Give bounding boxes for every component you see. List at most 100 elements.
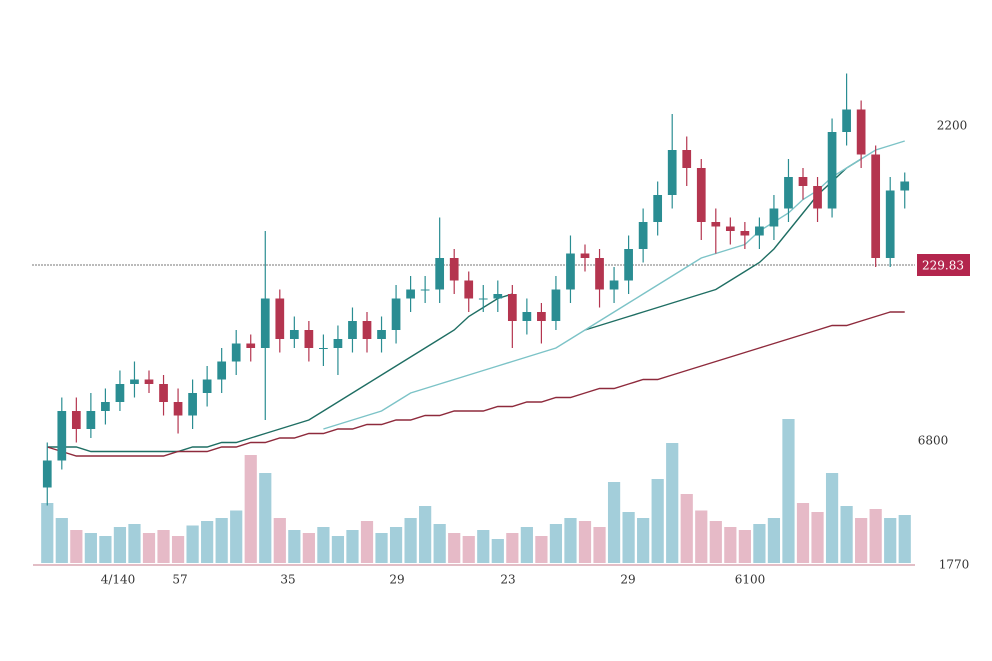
- candle-body: [667, 150, 677, 195]
- volume-bar: [201, 521, 214, 563]
- candle-body: [827, 132, 837, 209]
- volume-bar: [128, 524, 141, 563]
- candle-body: [86, 411, 96, 429]
- volume-bar: [491, 539, 504, 563]
- volume-bar: [782, 419, 795, 563]
- volume-bar: [84, 533, 97, 563]
- volume-bar: [520, 527, 533, 563]
- candle-body: [260, 298, 270, 348]
- candle-body: [319, 348, 328, 349]
- volume-bar: [622, 512, 635, 563]
- candle-body: [885, 190, 895, 258]
- volume-bar: [288, 530, 301, 563]
- candle-body: [871, 154, 881, 258]
- candle-body: [246, 343, 256, 348]
- volume-bar: [506, 533, 519, 563]
- volume-bar: [157, 530, 170, 563]
- volume-bar: [811, 512, 824, 563]
- price-tag: 229.83: [922, 259, 964, 273]
- volume-bar: [564, 518, 577, 563]
- candle-body: [856, 109, 866, 155]
- candle-body: [580, 253, 590, 258]
- volume-bar: [724, 527, 737, 563]
- volume-bar: [462, 536, 475, 563]
- volume-bar: [302, 533, 315, 563]
- volume-bar: [855, 518, 868, 563]
- candle-body: [159, 384, 168, 402]
- volume-bar: [331, 536, 345, 563]
- volume-bar: [273, 518, 286, 563]
- candle-body: [740, 231, 750, 236]
- candle-body: [435, 258, 445, 290]
- volume-bar: [578, 521, 592, 563]
- moving-average: [47, 293, 513, 453]
- candle-body: [406, 289, 415, 299]
- volume-bar: [346, 530, 359, 563]
- candle-body: [682, 150, 692, 168]
- candle-body: [464, 280, 474, 299]
- candle-body: [420, 289, 430, 291]
- price-tag-box: [917, 254, 970, 276]
- candle-body: [217, 361, 227, 380]
- candle-body: [653, 195, 663, 222]
- candle-body: [769, 208, 779, 227]
- candle-body: [362, 321, 372, 339]
- candle-body: [202, 379, 212, 393]
- volume-bar: [637, 518, 650, 563]
- volume-bar: [230, 510, 243, 563]
- volume-bar: [753, 524, 766, 563]
- candle-body: [304, 330, 314, 348]
- candle-body: [566, 253, 575, 290]
- volume-bar: [171, 536, 185, 563]
- axis-label: 1770: [939, 558, 970, 572]
- x-tick-label: 4/140: [101, 573, 136, 587]
- candle-body: [711, 222, 721, 227]
- candle-body: [493, 294, 503, 299]
- volume-bar: [869, 509, 882, 563]
- candle-body: [900, 181, 910, 191]
- volume-bar: [389, 527, 403, 563]
- volume-bar: [607, 482, 621, 563]
- candle-body: [173, 402, 183, 416]
- candle-body: [609, 280, 619, 290]
- candle-body: [333, 339, 343, 348]
- volume-bar: [840, 506, 853, 563]
- candle-body: [57, 411, 67, 461]
- volume-bar: [884, 518, 897, 563]
- x-tick-label: 23: [500, 573, 515, 587]
- candle-body: [784, 177, 793, 209]
- volume-bar: [593, 527, 606, 563]
- moving-average: [47, 311, 905, 457]
- volume-bar: [535, 536, 548, 563]
- volume-bar: [448, 533, 461, 563]
- candle-body: [101, 402, 110, 411]
- candle-body: [551, 289, 561, 321]
- volume-bar: [317, 527, 330, 563]
- candle-body: [696, 168, 706, 222]
- candle-body: [537, 312, 546, 321]
- volume-bar: [186, 525, 199, 563]
- x-tick-label: 57: [172, 573, 187, 587]
- volume-bar: [433, 524, 446, 563]
- volume-bar: [738, 530, 751, 563]
- moving-average: [323, 140, 905, 430]
- axis-label: 2200: [937, 119, 968, 133]
- volume-bar: [695, 510, 708, 563]
- candle-body: [624, 249, 633, 281]
- candle-body: [130, 379, 139, 384]
- candle-body: [449, 258, 459, 281]
- volume-bar: [549, 524, 563, 563]
- candle-body: [275, 298, 285, 339]
- volume-bar: [898, 515, 911, 563]
- x-tick-label: 29: [620, 573, 635, 587]
- candle-body: [725, 226, 735, 231]
- candle-body: [289, 330, 299, 339]
- candle-body: [71, 411, 81, 429]
- volume-bar: [215, 518, 228, 563]
- candle-body: [595, 258, 604, 290]
- volume-bar: [680, 494, 693, 563]
- volume-bar: [767, 518, 781, 563]
- candle-body: [188, 393, 197, 416]
- volume-bar: [99, 536, 112, 563]
